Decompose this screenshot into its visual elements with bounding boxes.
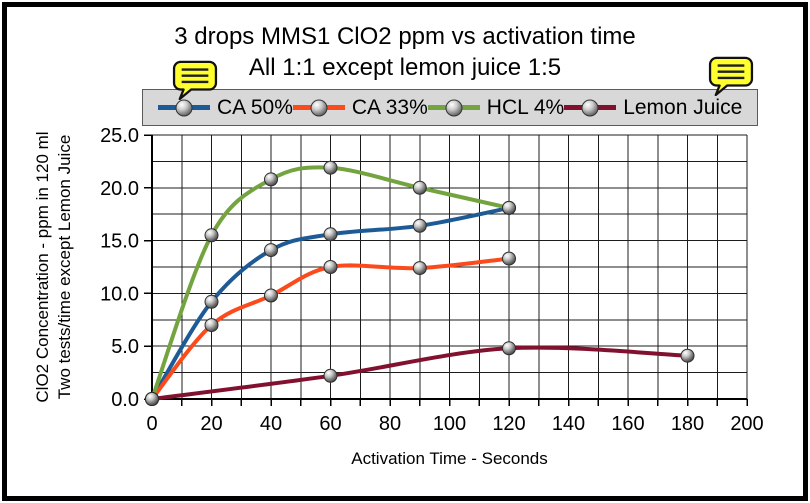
comment-bubble-shape	[172, 60, 218, 100]
chart-legend: CA 50% CA 33% HCL 4% Lemon Juice	[142, 89, 758, 126]
sphere-icon	[581, 99, 599, 116]
y-tick-label: 25.0	[100, 125, 139, 147]
comment-bubble-icon[interactable]	[708, 56, 754, 96]
legend-line-swatch	[427, 99, 480, 116]
data-point-ca-50	[412, 218, 427, 233]
data-point-hcl-4	[502, 200, 516, 215]
x-tick-label: 60	[319, 413, 341, 435]
legend-line-swatch	[292, 99, 345, 116]
data-point-lemon-juice	[145, 392, 159, 406]
series-line-ca-33	[150, 256, 511, 401]
y-tick-labels: 0.0 5.0 10.0 15.0 20.0 25.0	[100, 125, 139, 411]
legend-line-swatch	[158, 99, 210, 116]
data-point-lemon-juice	[680, 348, 695, 363]
x-tick-label: 100	[433, 413, 466, 435]
sphere-icon	[310, 99, 328, 116]
x-tick-label: 180	[671, 413, 704, 435]
data-point-lemon-juice	[502, 341, 516, 356]
legend-label: HCL 4%	[486, 95, 565, 119]
comment-bubble-shape	[708, 56, 754, 96]
data-point-ca-50	[264, 243, 278, 258]
legend-item-lemon-juice: Lemon Juice	[564, 96, 742, 120]
y-tick-label: 20.0	[100, 178, 139, 200]
data-point-ca-33	[323, 260, 338, 274]
y-tick-label: 0.0	[111, 389, 139, 411]
data-point-ca-50	[323, 227, 338, 242]
chart-subtitle: All 1:1 except lemon juice 1:5	[248, 54, 562, 81]
data-point-ca-33	[502, 251, 516, 266]
data-point-lemon-juice	[323, 368, 338, 383]
data-point-ca-33	[204, 318, 219, 333]
x-tick-label: 0	[146, 413, 157, 435]
legend-item-ca-50: CA 50%	[158, 96, 293, 120]
x-axis-label: Activation Time - Seconds	[351, 449, 548, 468]
y-tick-label: 10.0	[100, 283, 139, 305]
chart-title: 3 drops MMS1 ClO2 ppm vs activation time	[174, 23, 636, 50]
data-point-ca-50	[204, 294, 219, 309]
comment-bubble-lines	[717, 64, 745, 80]
data-point-hcl-4	[412, 180, 427, 195]
tick-marks	[144, 134, 748, 406]
data-point-hcl-4	[204, 228, 219, 243]
data-point-hcl-4	[264, 172, 278, 187]
series-markers	[145, 160, 695, 406]
series-lines	[150, 165, 690, 401]
data-point-ca-33	[264, 288, 278, 303]
y-tick-label: 15.0	[100, 231, 139, 253]
data-point-hcl-4	[323, 160, 338, 175]
comment-bubble-lines	[181, 68, 209, 84]
x-tick-label: 120	[492, 413, 525, 435]
x-tick-label: 200	[730, 413, 763, 435]
legend-line-swatch	[564, 99, 617, 116]
x-tick-label: 20	[200, 413, 222, 435]
y-axis-label: ClO2 Concentration - ppm in 120 ml Two t…	[32, 131, 76, 402]
x-tick-label: 140	[552, 413, 585, 435]
legend-label: Lemon Juice	[623, 95, 743, 119]
y-axis-label-line1: ClO2 Concentration - ppm in 120 ml	[33, 131, 52, 403]
series-line-lemon-juice	[150, 345, 690, 401]
x-tick-labels: 0 20 40 60 80 100 120 140 160 180 200	[146, 413, 763, 435]
data-point-ca-33	[412, 261, 427, 276]
x-tick-label: 40	[260, 413, 282, 435]
legend-label: CA 33%	[351, 95, 428, 119]
legend-item-hcl-4: HCL 4%	[427, 95, 565, 120]
y-axis-label-line2: Two tests/time except Lemon Juice	[55, 134, 74, 400]
comment-bubble-icon[interactable]	[172, 60, 218, 100]
legend-item-ca-33: CA 33%	[292, 95, 428, 120]
sphere-icon	[175, 99, 193, 116]
series-line-ca-50	[150, 205, 511, 401]
title-block: 3 drops MMS1 ClO2 ppm vs activation time…	[0, 21, 810, 83]
x-tick-label: 160	[611, 413, 644, 435]
sphere-icon	[445, 99, 463, 116]
y-tick-label: 5.0	[111, 336, 139, 358]
x-tick-label: 80	[379, 413, 401, 435]
legend-label: CA 50%	[217, 95, 293, 119]
